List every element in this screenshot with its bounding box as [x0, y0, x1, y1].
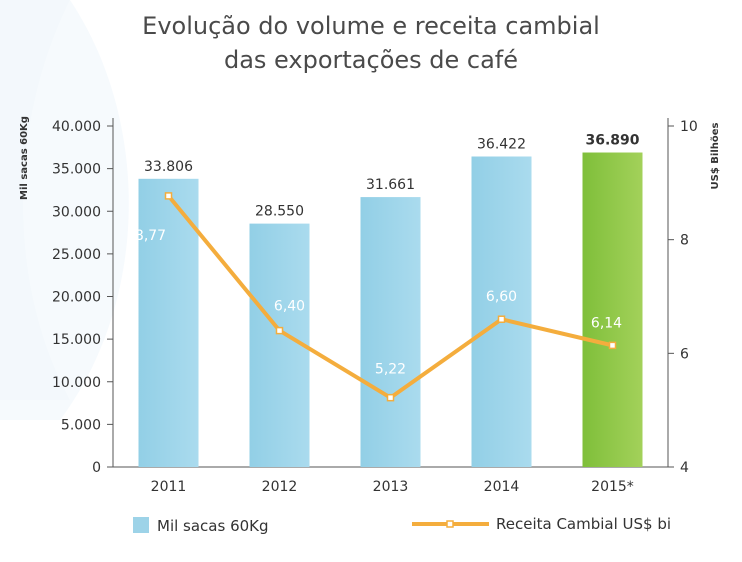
line-value-label: 6,40: [274, 299, 305, 315]
y-right-tick-label: 8: [680, 233, 689, 249]
x-tick-label: 2012: [262, 479, 298, 495]
legend-bar-swatch: [133, 517, 149, 533]
y-left-tick-label: 10.000: [52, 375, 101, 391]
y-left-tick-label: 30.000: [52, 204, 101, 220]
line-value-label: 6,14: [591, 315, 622, 331]
background-decoration-2: [0, 0, 129, 420]
x-tick-label: 2014: [484, 479, 520, 495]
bar: [138, 178, 199, 468]
y-right-tick-label: 4: [680, 460, 689, 476]
bar: [582, 152, 643, 467]
line-point: [497, 315, 506, 323]
bar-value-label: 31.661: [366, 177, 415, 193]
line-value-label: 8,77: [135, 228, 166, 244]
line-value-label: 6,60: [486, 289, 517, 305]
y-left-tick-label: 20.000: [52, 290, 101, 306]
line-point: [164, 192, 173, 200]
bar-value-label: 28.550: [255, 204, 304, 220]
y-left-tick-label: 0: [92, 460, 101, 476]
y-left-tick-label: 40.000: [52, 119, 101, 135]
chart-title-line-1: Evolução do volume e receita cambial: [142, 12, 600, 40]
x-tick-label: 2015*: [591, 479, 634, 495]
bar-value-label: 36.890: [585, 133, 639, 149]
x-tick-label: 2011: [151, 479, 187, 495]
bar: [360, 197, 421, 468]
y-left-tick-label: 25.000: [52, 247, 101, 263]
legend-line-marker: [446, 520, 454, 528]
y-left-tick-label: 5.000: [61, 417, 101, 433]
bar-value-label: 33.806: [144, 159, 193, 175]
line-point: [275, 326, 284, 335]
y-left-tick-label: 15.000: [52, 332, 101, 348]
bar-value-label: 36.422: [477, 137, 526, 153]
bar: [249, 223, 310, 467]
line-value-label: 5,22: [375, 362, 406, 378]
y-right-tick-label: 6: [680, 346, 689, 362]
bar: [471, 156, 532, 468]
y-left-axis-label: Mil sacas 60Kg: [19, 116, 30, 200]
legend-line-label: Receita Cambial US$ bi: [496, 515, 671, 533]
y-right-tick-label: 10: [680, 119, 698, 135]
line-point: [386, 393, 395, 402]
chart-title-line-2: das exportações de café: [223, 46, 519, 74]
y-right-axis-label: US$ Bilhões: [710, 122, 721, 189]
line-point: [608, 341, 617, 350]
legend-bar-label: Mil sacas 60Kg: [157, 517, 269, 535]
x-tick-label: 2013: [373, 479, 409, 495]
y-left-tick-label: 35.000: [52, 162, 101, 178]
